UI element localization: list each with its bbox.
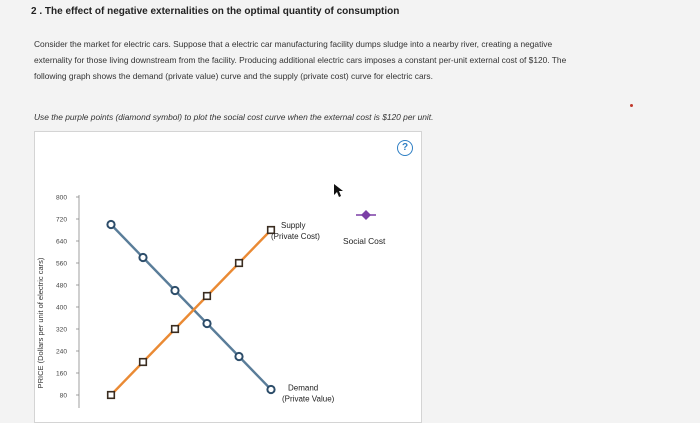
y-tick-label: 240 bbox=[56, 348, 67, 355]
paragraph-line: Consider the market for electric cars. S… bbox=[34, 39, 553, 49]
demand-point bbox=[266, 384, 276, 395]
supply-point bbox=[106, 390, 116, 400]
question-paragraph: Consider the market for electric cars. S… bbox=[34, 36, 674, 84]
supply-point bbox=[170, 324, 180, 334]
paragraph-line: following graph shows the demand (privat… bbox=[34, 71, 433, 81]
chart-svg: 800 720 640 560 480 400 320 240 160 80 Demand (Pri… bbox=[56, 184, 343, 408]
instruction-text: Use the purple points (diamond symbol) t… bbox=[34, 112, 434, 122]
legend-social-cost-label: Social Cost bbox=[343, 236, 386, 246]
demand-point bbox=[170, 285, 180, 296]
supply-curve-line bbox=[110, 229, 272, 396]
y-tick-label: 160 bbox=[56, 370, 67, 377]
demand-point bbox=[234, 351, 244, 362]
y-tick-label: 800 bbox=[56, 194, 67, 201]
demand-point bbox=[138, 252, 148, 263]
demand-label: (Private Value) bbox=[282, 395, 335, 404]
curve-labels: Demand (Private Value) Supply (Private Cost… bbox=[271, 221, 335, 404]
supply-label: Supply bbox=[281, 221, 305, 230]
y-tick-label: 640 bbox=[56, 238, 67, 245]
y-tick-label: 560 bbox=[56, 260, 67, 267]
y-tick-label: 80 bbox=[60, 392, 68, 399]
supply-label: (Private Cost) bbox=[271, 232, 320, 241]
y-tick-label: 720 bbox=[56, 216, 67, 223]
y-tick-label: 320 bbox=[56, 326, 67, 333]
demand-point bbox=[202, 318, 212, 329]
demand-point bbox=[106, 219, 116, 230]
y-axis: 800 720 640 560 480 400 320 240 160 80 bbox=[56, 194, 80, 408]
decorative-dot bbox=[630, 104, 633, 107]
y-tick-label: 400 bbox=[56, 304, 67, 311]
help-button[interactable]: ? bbox=[397, 140, 413, 156]
demand-label: Demand bbox=[288, 384, 318, 393]
supply-point bbox=[266, 225, 276, 235]
supply-point bbox=[138, 357, 148, 367]
y-tick-label: 480 bbox=[56, 282, 67, 289]
purple-diamond-icon[interactable] bbox=[356, 209, 376, 221]
demand-curve-line bbox=[110, 223, 272, 391]
series-layer bbox=[106, 219, 276, 400]
supply-point bbox=[234, 258, 244, 268]
mouse-cursor-icon bbox=[334, 184, 343, 197]
graph-panel[interactable] bbox=[34, 131, 422, 423]
supply-point bbox=[202, 291, 212, 301]
question-title: 2 . The effect of negative externalities… bbox=[31, 6, 400, 17]
paragraph-line: externality for those living downstream … bbox=[34, 55, 567, 65]
